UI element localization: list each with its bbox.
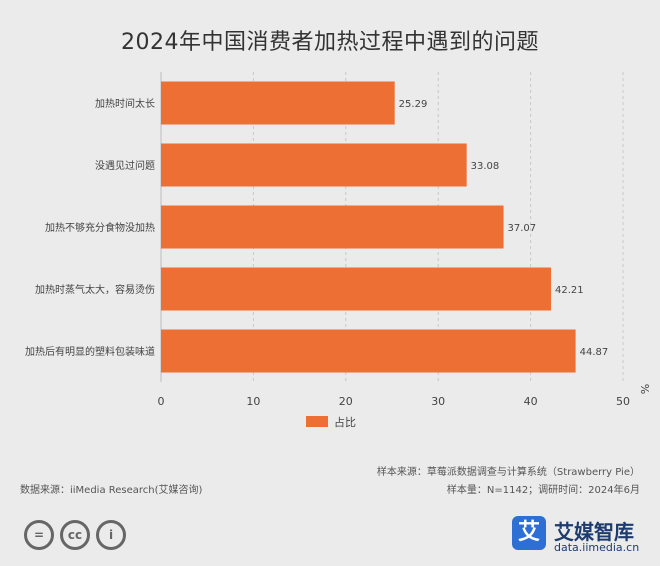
- value-label: 25.29: [399, 99, 428, 110]
- bar: [161, 143, 467, 187]
- bar: [161, 267, 552, 311]
- category-label: 没遇见过问题: [95, 159, 155, 172]
- chart-title: 2024年中国消费者加热过程中遇到的问题: [121, 30, 539, 55]
- iimedia-logo-icon: 艾: [512, 516, 546, 550]
- creative-commons-icon: cc: [60, 520, 90, 550]
- category-label: 加热后有明显的塑料包装味道: [25, 345, 155, 358]
- category-label: 加热不够充分食物没加热: [45, 221, 155, 234]
- x-tick-label: 30: [431, 395, 445, 408]
- bar: [161, 205, 504, 249]
- attribution-icon: i: [96, 520, 126, 550]
- value-label: 33.08: [471, 161, 500, 172]
- legend-swatch: [306, 416, 328, 427]
- category-label: 加热时间太长: [95, 97, 155, 110]
- category-label: 加热时蒸气太大，容易烫伤: [35, 283, 155, 296]
- bar: [161, 81, 395, 125]
- no-derivatives-icon: =: [24, 520, 54, 550]
- bar: [161, 329, 576, 373]
- sample-source: 样本来源：草莓派数据调查与计算系统（Strawberry Pie）: [376, 467, 640, 478]
- data-source: 数据来源：iiMedia Research(艾媒咨询): [20, 485, 203, 496]
- value-label: 42.21: [555, 285, 584, 296]
- value-label: 44.87: [580, 347, 609, 358]
- x-tick-label: 10: [246, 395, 260, 408]
- logo-name: 艾媒智库: [554, 520, 634, 544]
- x-tick-label: 40: [524, 395, 538, 408]
- sample-info: 样本量：N=1142；调研时间：2024年6月: [446, 485, 640, 496]
- value-label: 37.07: [508, 223, 537, 234]
- legend-label: 占比: [334, 415, 356, 429]
- x-tick-label: 20: [339, 395, 353, 408]
- x-tick-label: 50: [616, 395, 630, 408]
- x-tick-label: 0: [158, 395, 165, 408]
- logo-url: data.iimedia.cn: [554, 541, 640, 554]
- unit-label: %: [638, 384, 651, 394]
